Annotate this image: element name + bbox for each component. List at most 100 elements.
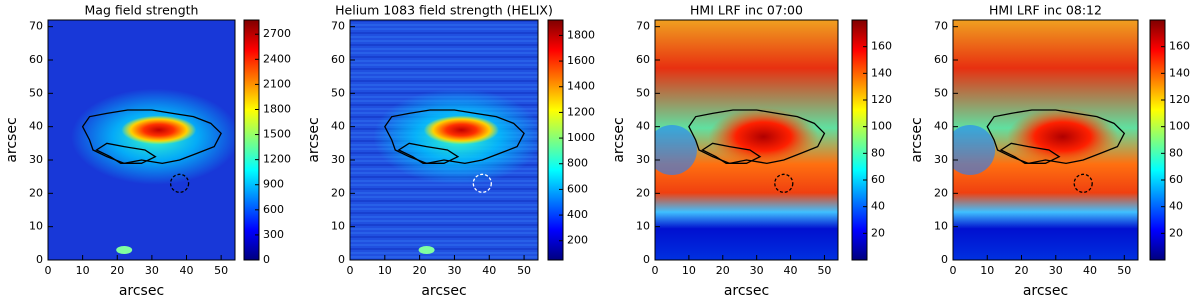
- y-tick-label: 30: [636, 153, 650, 166]
- noise: [350, 76, 538, 78]
- x-label: arcsec: [421, 283, 466, 299]
- y-tick-label: 60: [29, 53, 43, 66]
- colorbar-tick-label: 600: [567, 182, 588, 195]
- colorbar: [243, 19, 260, 261]
- colorbar-tick-label: 60: [871, 173, 885, 186]
- colorbar-tick-label: 1800: [263, 102, 291, 115]
- image: [48, 20, 235, 260]
- noise: [350, 192, 538, 194]
- y-tick-label: 70: [331, 20, 345, 33]
- colorbar: [851, 19, 868, 261]
- colorbar-tick-label: 1800: [567, 28, 595, 41]
- x-tick-label: 50: [1117, 264, 1131, 277]
- core: [708, 107, 819, 166]
- noise: [350, 208, 538, 210]
- y-tick-label: 40: [636, 120, 650, 133]
- title: HMI LRF inc 08:12: [989, 3, 1102, 18]
- y-tick-label: 0: [338, 253, 345, 266]
- colorbar-tick-label: 120: [1169, 93, 1190, 106]
- y-tick-label: 10: [29, 220, 43, 233]
- core: [423, 115, 500, 145]
- contour: [774, 173, 794, 193]
- y-tick-label: 40: [331, 120, 345, 133]
- noise: [350, 68, 538, 70]
- noise: [350, 248, 538, 250]
- x-tick-label: 30: [447, 264, 461, 277]
- colorbar-tick-label: 140: [1169, 66, 1190, 79]
- colorbar-tick-label: 20: [1169, 226, 1183, 239]
- y-tick-label: 20: [331, 186, 345, 199]
- title: HMI LRF inc 07:00: [690, 3, 803, 18]
- noise: [350, 228, 538, 230]
- contour: [986, 109, 1126, 165]
- colorbar-tick-label: 600: [263, 203, 284, 216]
- y-tick-label: 30: [331, 153, 345, 166]
- frame: [47, 19, 236, 261]
- noise: [350, 200, 538, 202]
- x-tick-label: 40: [482, 264, 496, 277]
- y-tick-label: 30: [934, 153, 948, 166]
- contour: [999, 142, 1061, 164]
- noise: [350, 60, 538, 62]
- x-tick-label: 40: [1083, 264, 1097, 277]
- x-label: arcsec: [119, 283, 164, 299]
- x-tick-label: 0: [45, 264, 52, 277]
- y-label: arcsec: [909, 117, 925, 162]
- x-tick-label: 40: [784, 264, 798, 277]
- contour: [95, 142, 157, 164]
- x-tick-label: 20: [110, 264, 124, 277]
- colorbar-tick-label: 40: [871, 200, 885, 213]
- contour: [1073, 173, 1093, 193]
- colorbar-tick-label: 1400: [567, 80, 595, 93]
- title: Helium 1083 field strength (HELIX): [335, 3, 553, 18]
- x-tick-label: 50: [817, 264, 831, 277]
- colorbar-tick-label: 160: [1169, 40, 1190, 53]
- noise: [350, 48, 538, 50]
- y-tick-label: 10: [934, 220, 948, 233]
- noise: [350, 64, 538, 66]
- noise: [350, 84, 538, 86]
- colorbar-tick-label: 300: [263, 228, 284, 241]
- colorbar-tick-label: 2700: [263, 27, 291, 40]
- noise: [350, 196, 538, 198]
- colorbar-tick-label: 800: [567, 157, 588, 170]
- x-tick-label: 20: [1015, 264, 1029, 277]
- y-tick-label: 70: [29, 20, 43, 33]
- y-tick-label: 20: [934, 186, 948, 199]
- x-tick-label: 10: [378, 264, 392, 277]
- noise: [350, 224, 538, 226]
- noise: [350, 52, 538, 54]
- noise: [350, 36, 538, 38]
- colorbar-tick-label: 2100: [263, 77, 291, 90]
- colorbar-tick-label: 160: [871, 40, 892, 53]
- noise: [350, 204, 538, 206]
- blue: [655, 125, 697, 175]
- noise: [350, 44, 538, 46]
- colorbar-tick-label: 20: [871, 226, 885, 239]
- colorbar-tick-label: 140: [871, 66, 892, 79]
- core: [121, 115, 197, 145]
- noise: [350, 184, 538, 186]
- contour: [169, 173, 190, 193]
- noise: [350, 252, 538, 254]
- x-tick-label: 0: [950, 264, 957, 277]
- noise: [350, 240, 538, 242]
- core: [1007, 107, 1119, 166]
- colorbar-tick-label: 900: [263, 178, 284, 191]
- colorbar-tick-label: 1500: [263, 128, 291, 141]
- contour: [701, 142, 762, 164]
- image: [655, 20, 838, 260]
- noise: [350, 40, 538, 42]
- y-label: arcsec: [4, 117, 20, 162]
- y-tick-label: 50: [636, 86, 650, 99]
- colorbar-tick-label: 80: [871, 146, 885, 159]
- x-tick-label: 20: [413, 264, 427, 277]
- noise: [350, 28, 538, 30]
- noise: [350, 188, 538, 190]
- noise: [350, 80, 538, 82]
- x-tick-label: 10: [980, 264, 994, 277]
- y-tick-label: 10: [636, 220, 650, 233]
- image: [350, 20, 538, 260]
- colorbar-tick-label: 1200: [263, 153, 291, 166]
- x-tick-label: 30: [145, 264, 159, 277]
